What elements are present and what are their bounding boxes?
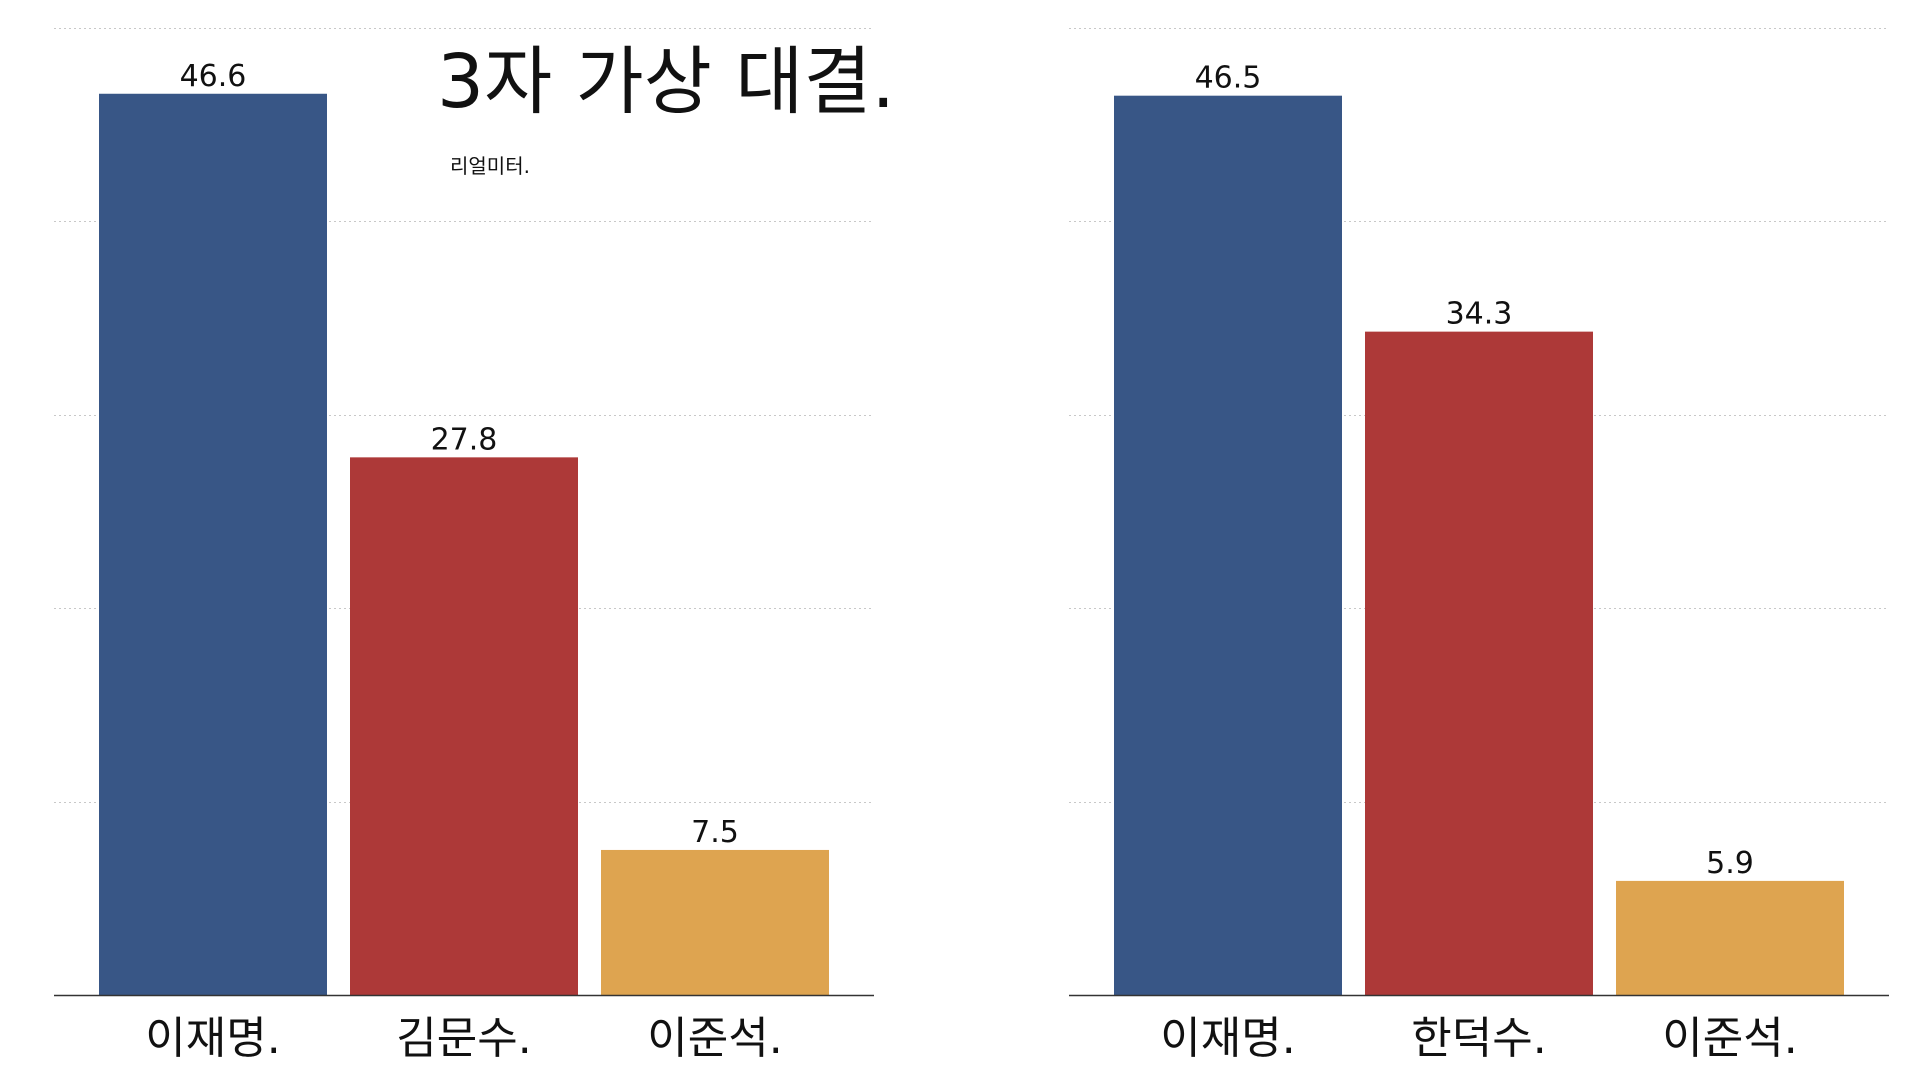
category-label: 이준석. [1662, 1013, 1797, 1064]
category-label: 이재명. [1160, 1013, 1295, 1064]
bar-value-label: 46.5 [1195, 61, 1262, 96]
bar-value-label: 34.3 [1446, 297, 1513, 332]
bar [99, 93, 327, 996]
bar [601, 849, 829, 995]
category-label: 이준석. [647, 1013, 782, 1064]
bar-value-label: 27.8 [431, 422, 498, 457]
bar [1616, 880, 1844, 995]
chart-title: 3자 가상 대결. [437, 39, 896, 125]
bar-value-label: 5.9 [1706, 846, 1754, 881]
category-label: 이재명. [145, 1013, 280, 1064]
bar-value-label: 7.5 [691, 815, 739, 850]
chart-panel-left: 46.6 이재명. 27.8 김문수. 7.5 이준석. [54, 28, 874, 1064]
bar [350, 457, 578, 995]
bar [1365, 331, 1593, 995]
chart-subtitle: 리얼미터. [450, 154, 530, 178]
bar [1114, 95, 1342, 995]
bar-value-label: 46.6 [180, 59, 247, 94]
category-label: 한덕수. [1411, 1013, 1546, 1064]
chart-panel-right: 46.5 이재명. 34.3 한덕수. 5.9 이준석. [1069, 28, 1889, 1064]
category-label: 김문수. [396, 1013, 531, 1064]
